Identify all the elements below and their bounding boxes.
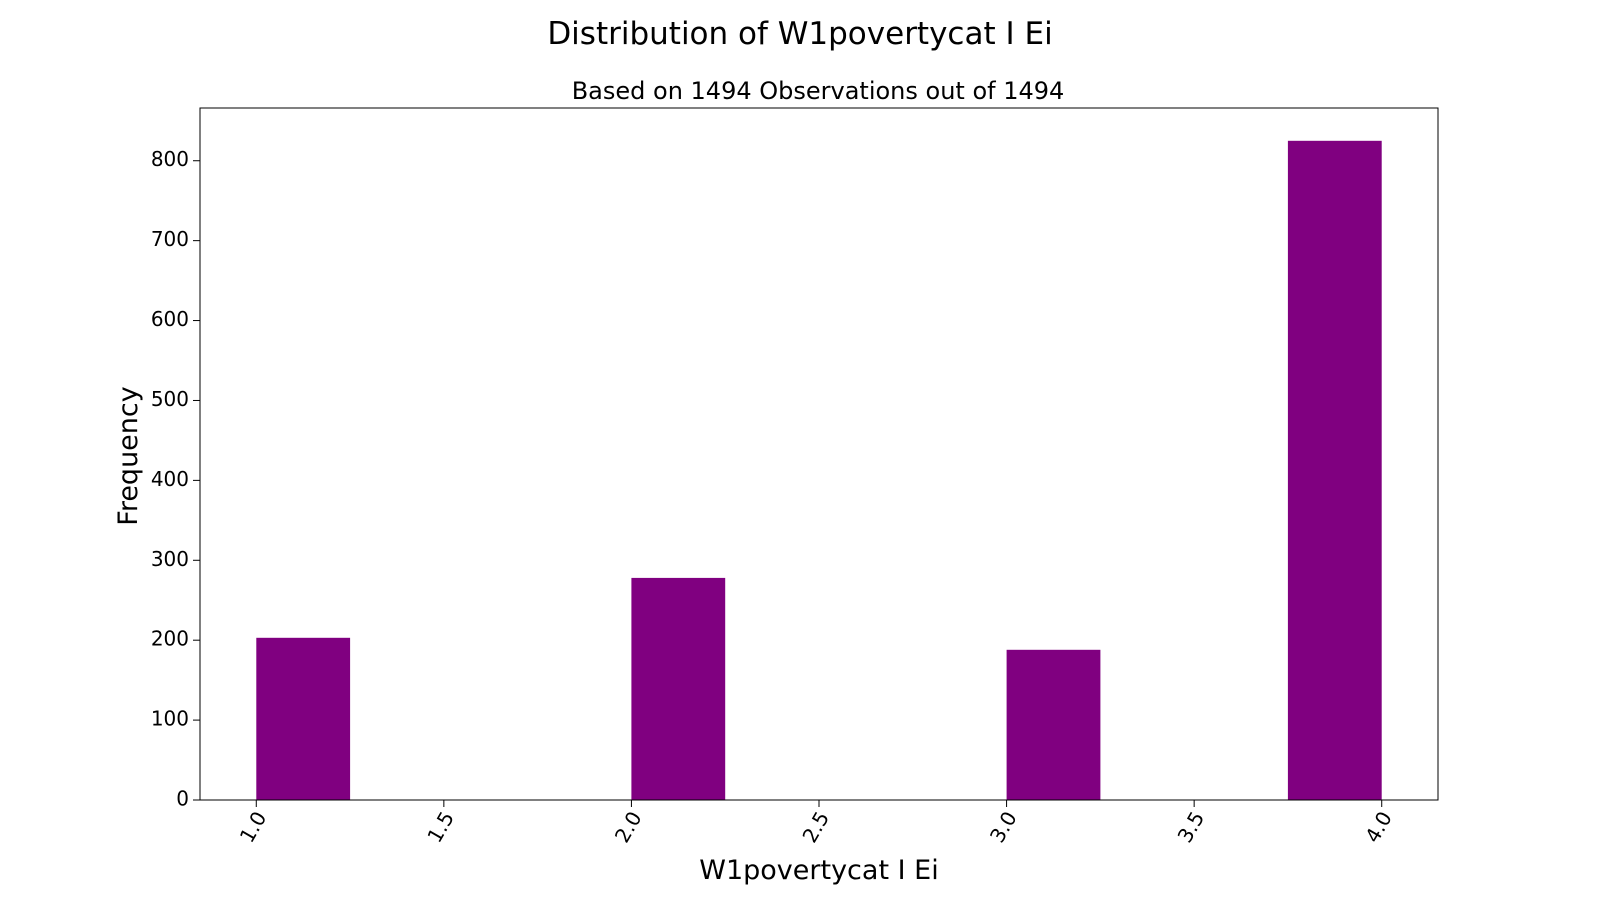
x-tick-label: 2.5 xyxy=(797,807,834,847)
y-tick-label: 600 xyxy=(151,307,189,331)
x-tick-label: 1.0 xyxy=(235,807,272,847)
x-tick-label: 4.0 xyxy=(1360,807,1397,847)
histogram-bar-2 xyxy=(631,577,726,800)
histogram-bar-3 xyxy=(1006,649,1101,800)
plot-frame xyxy=(199,107,1439,801)
x-tick-label: 3.5 xyxy=(1173,807,1210,847)
y-tick-label: 800 xyxy=(151,147,189,171)
chart-subtitle: Based on 1494 Observations out of 1494 xyxy=(572,77,1065,105)
chart-title: Distribution of W1povertycat I Ei xyxy=(547,16,1052,52)
x-axis: 1.0 1.5 2.0 2.5 3.0 3.5 4.0 xyxy=(235,800,1397,847)
y-tick-label: 500 xyxy=(151,387,189,411)
y-axis-label: Frequency xyxy=(113,386,144,526)
y-tick-label: 100 xyxy=(151,707,189,731)
histogram-bar-1 xyxy=(256,637,351,800)
x-tick-label: 2.0 xyxy=(610,807,647,847)
histogram-bar-4 xyxy=(1287,140,1382,801)
x-tick-label: 1.5 xyxy=(422,807,459,847)
y-axis: 0 100 200 300 400 500 600 700 800 xyxy=(151,147,200,811)
y-tick-label: 0 xyxy=(176,787,189,811)
bars-layer xyxy=(256,140,1382,801)
x-tick-label: 3.0 xyxy=(985,807,1022,847)
y-tick-label: 300 xyxy=(151,547,189,571)
y-tick-label: 700 xyxy=(151,227,189,251)
x-axis-label: W1povertycat I Ei xyxy=(699,855,938,886)
y-tick-label: 200 xyxy=(151,627,189,651)
y-tick-label: 400 xyxy=(151,467,189,491)
